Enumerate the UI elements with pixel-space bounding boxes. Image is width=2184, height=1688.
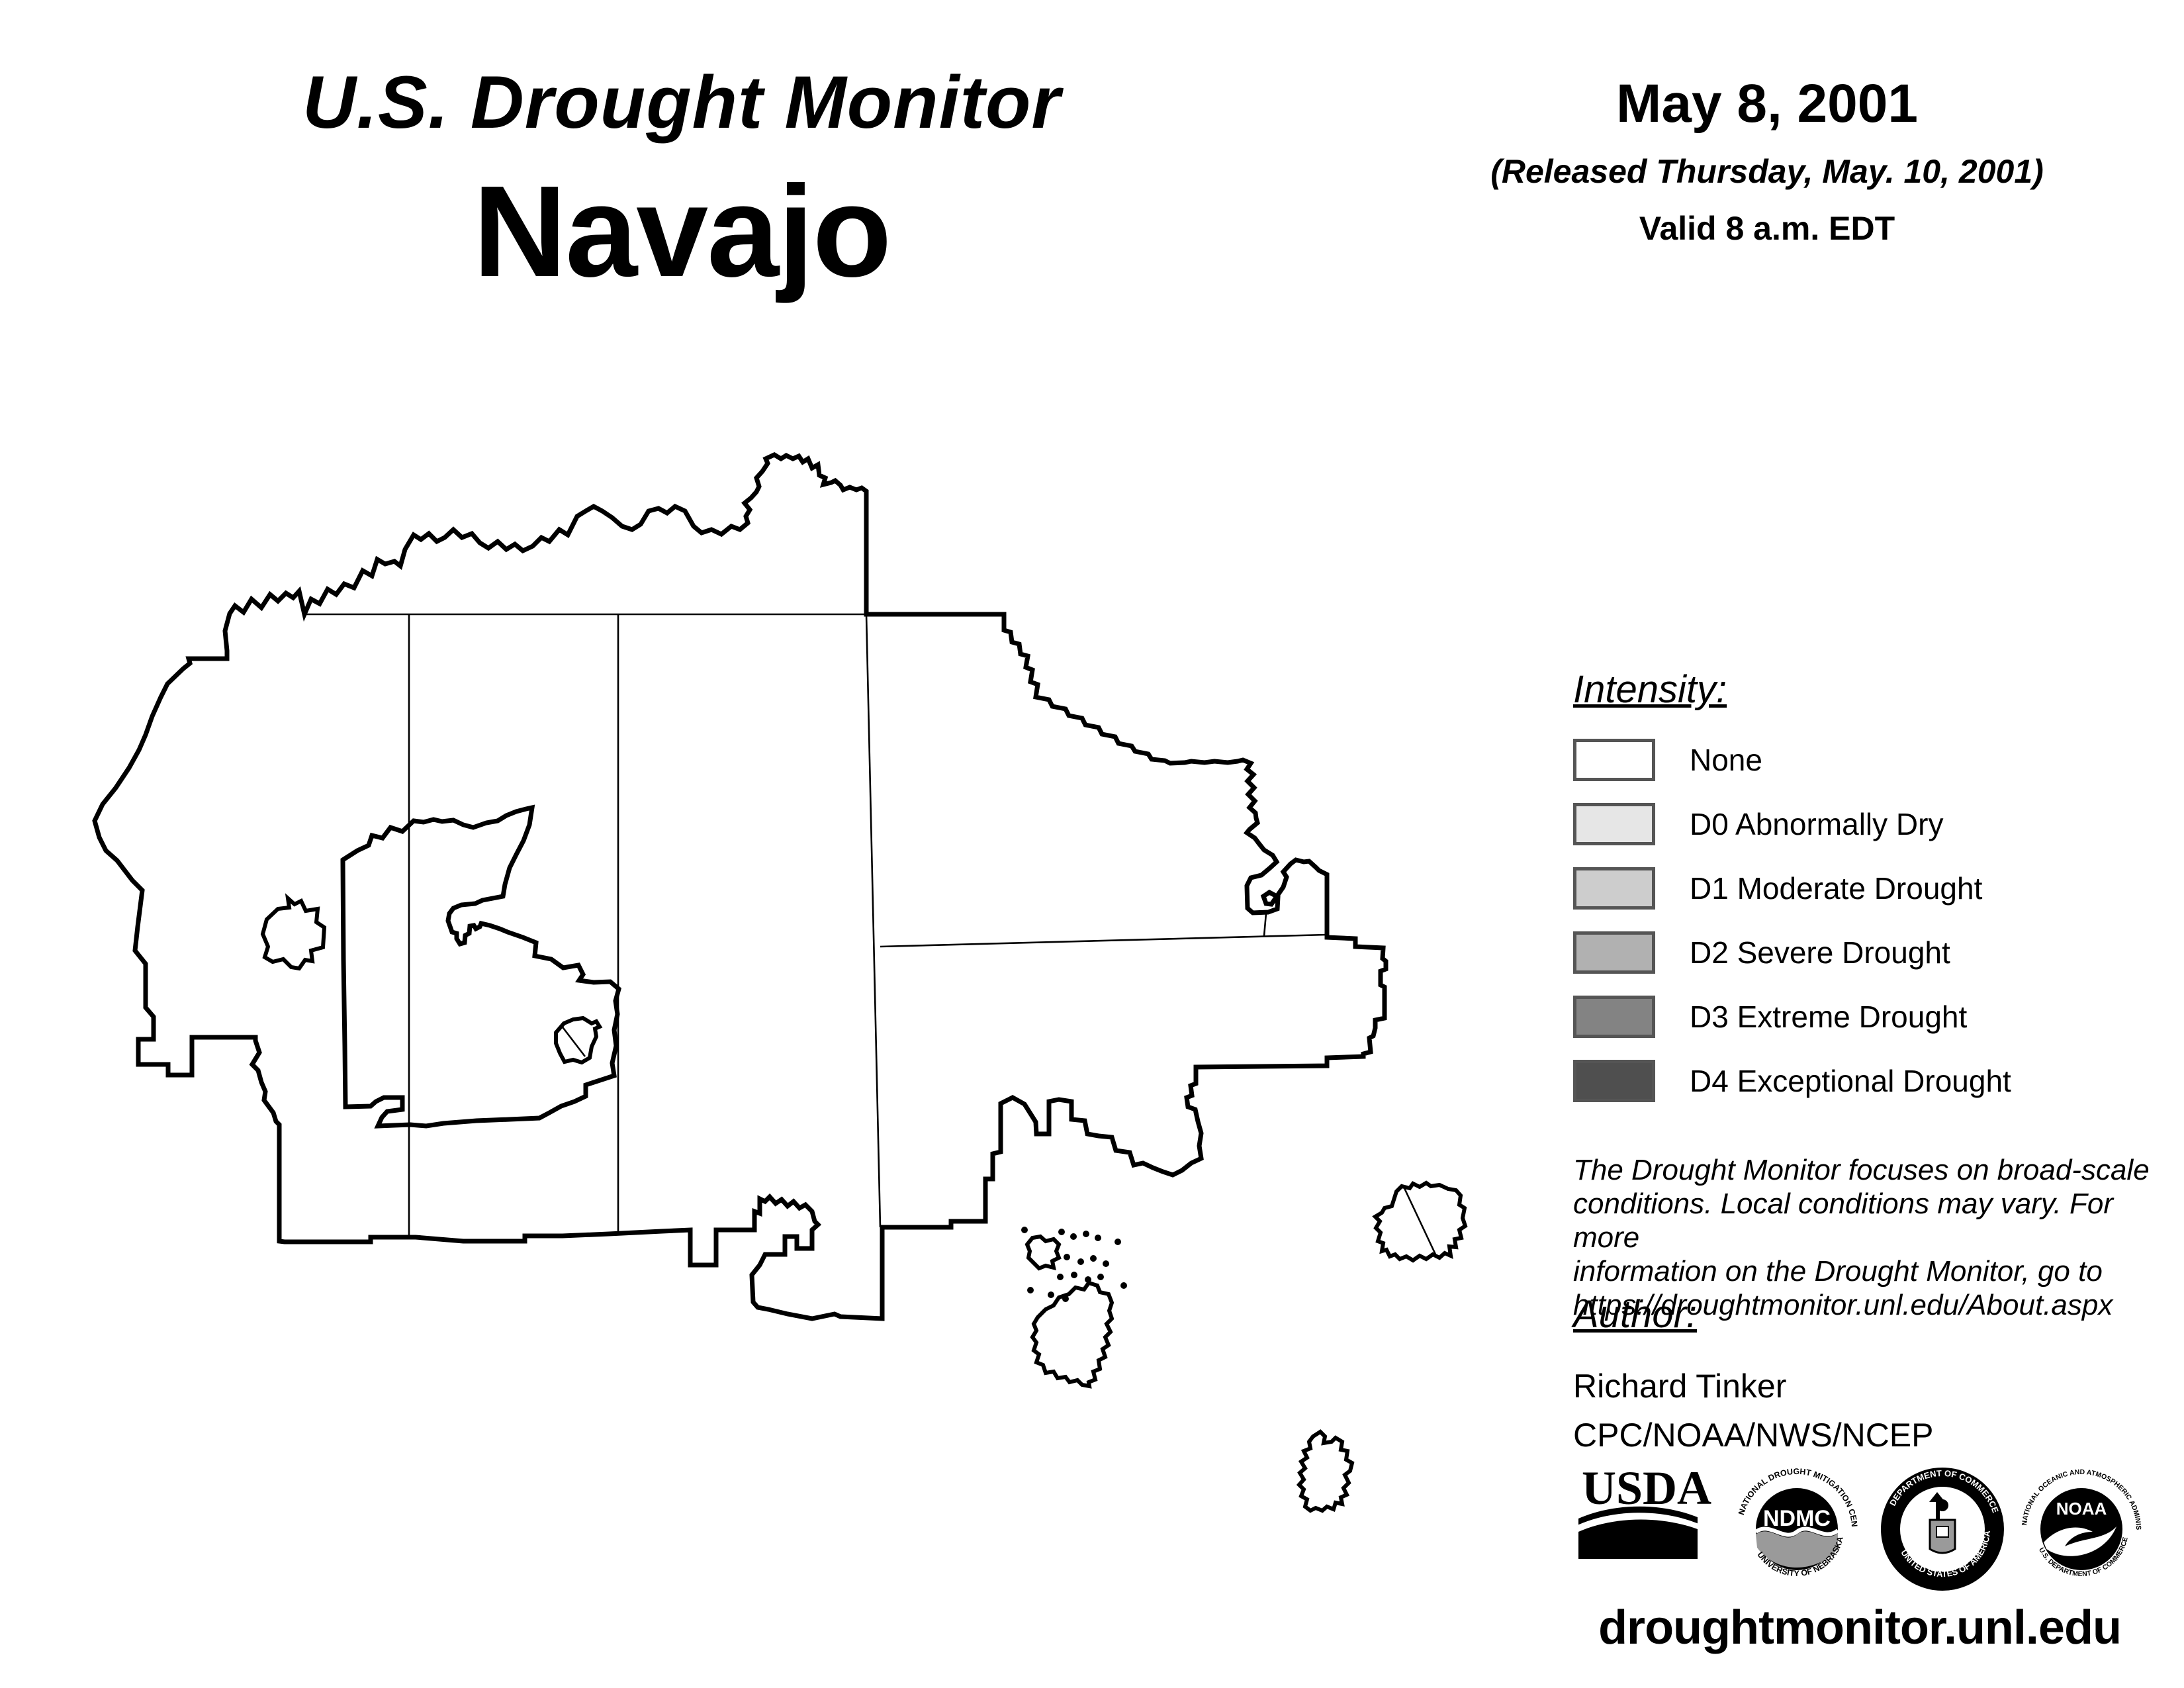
legend-item: D1 Moderate Drought — [1573, 867, 2156, 910]
legend-label: D4 Exceptional Drought — [1690, 1064, 2011, 1098]
legend-label: D1 Moderate Drought — [1690, 871, 1983, 906]
alamo-inner-line — [1403, 1188, 1437, 1256]
page-title: U.S. Drought Monitor — [302, 61, 1061, 144]
noaa-wordmark: NOAA — [2056, 1499, 2107, 1519]
doc-logo: DEPARTMENT OF COMMERCE UNITED STATES OF … — [1881, 1468, 2004, 1591]
legend-swatch — [1573, 1060, 1655, 1102]
release-date: (Released Thursday, May. 10, 2001) — [1490, 153, 2044, 190]
navajo-nation-boundary — [92, 452, 1388, 1321]
county-line-nm — [880, 933, 1328, 948]
legend-label: D3 Extreme Drought — [1690, 1000, 1968, 1034]
legend-swatch — [1573, 996, 1655, 1038]
disclaimer-line: The Drought Monitor focuses on broad-sca… — [1573, 1154, 2150, 1186]
legend-rows: None D0 Abnormally Dry D1 Moderate Drought… — [1573, 738, 2156, 1103]
region-title: Navajo — [473, 159, 892, 304]
legend-swatch — [1573, 931, 1655, 974]
legend-swatch — [1573, 867, 1655, 910]
author-block: Author: Richard Tinker CPC/NOAA/NWS/NCEP — [1573, 1292, 2169, 1454]
tohajiilee-upper — [1024, 1234, 1062, 1271]
valid-time: Valid 8 a.m. EDT — [1639, 210, 1895, 247]
disclaimer-line: https://droughtmonitor.unl.edu/About.asp… — [1573, 1289, 2113, 1321]
title-block: U.S. Drought Monitor Navajo — [185, 60, 1178, 306]
disclaimer-line: information on the Drought Monitor, go t… — [1573, 1255, 2103, 1288]
usda-wordmark: USDA — [1582, 1463, 1711, 1515]
county-line-short — [1263, 913, 1267, 937]
intensity-legend: Intensity: None D0 Abnormally Dry D1 Moder… — [1573, 667, 2156, 1123]
legend-item: D4 Exceptional Drought — [1573, 1059, 2156, 1103]
state-line-az-nm — [865, 614, 882, 1228]
map-date: May 8, 2001 — [1616, 73, 1918, 134]
legend-swatch — [1573, 739, 1655, 781]
site-url: droughtmonitor.unl.edu — [1598, 1601, 2122, 1654]
logos-row: USDA NDMC NATIONAL DROUGHT MITIGATION CE… — [1575, 1463, 2144, 1592]
usda-logo: USDA — [1578, 1463, 1711, 1559]
author-org: CPC/NOAA/NWS/NCEP — [1573, 1417, 1934, 1454]
legend-item: D2 Severe Drought — [1573, 931, 2156, 974]
legend-label: D2 Severe Drought — [1690, 935, 1950, 970]
legend-item: D0 Abnormally Dry — [1573, 802, 2156, 846]
legend-item: D3 Extreme Drought — [1573, 995, 2156, 1039]
ndmc-wordmark: NDMC — [1763, 1506, 1831, 1531]
legend-label: D0 Abnormally Dry — [1690, 807, 1944, 841]
author-name: Richard Tinker — [1573, 1368, 1787, 1405]
legend-item: None — [1573, 738, 2156, 782]
tohajiilee-dots — [1021, 1227, 1127, 1302]
disclaimer-text: The Drought Monitor focuses on broad-sca… — [1573, 1153, 2169, 1322]
ramah-satellite — [1296, 1429, 1355, 1513]
west-satellite — [260, 893, 327, 971]
district6-inner-line — [560, 1025, 586, 1057]
alamo-satellite — [1372, 1180, 1468, 1263]
tohajiilee-main — [1030, 1280, 1115, 1389]
legend-label: None — [1690, 743, 1762, 777]
author-heading: Author: — [1573, 1293, 1697, 1336]
district6-blob — [554, 1015, 603, 1065]
hopi-boundary — [340, 804, 621, 1129]
legend-swatch — [1573, 803, 1655, 845]
legend-heading: Intensity: — [1573, 668, 1727, 711]
disclaimer-line: conditions. Local conditions may vary. F… — [1573, 1188, 2113, 1254]
date-block: May 8, 2001 (Released Thursday, May. 10,… — [1482, 73, 2052, 248]
